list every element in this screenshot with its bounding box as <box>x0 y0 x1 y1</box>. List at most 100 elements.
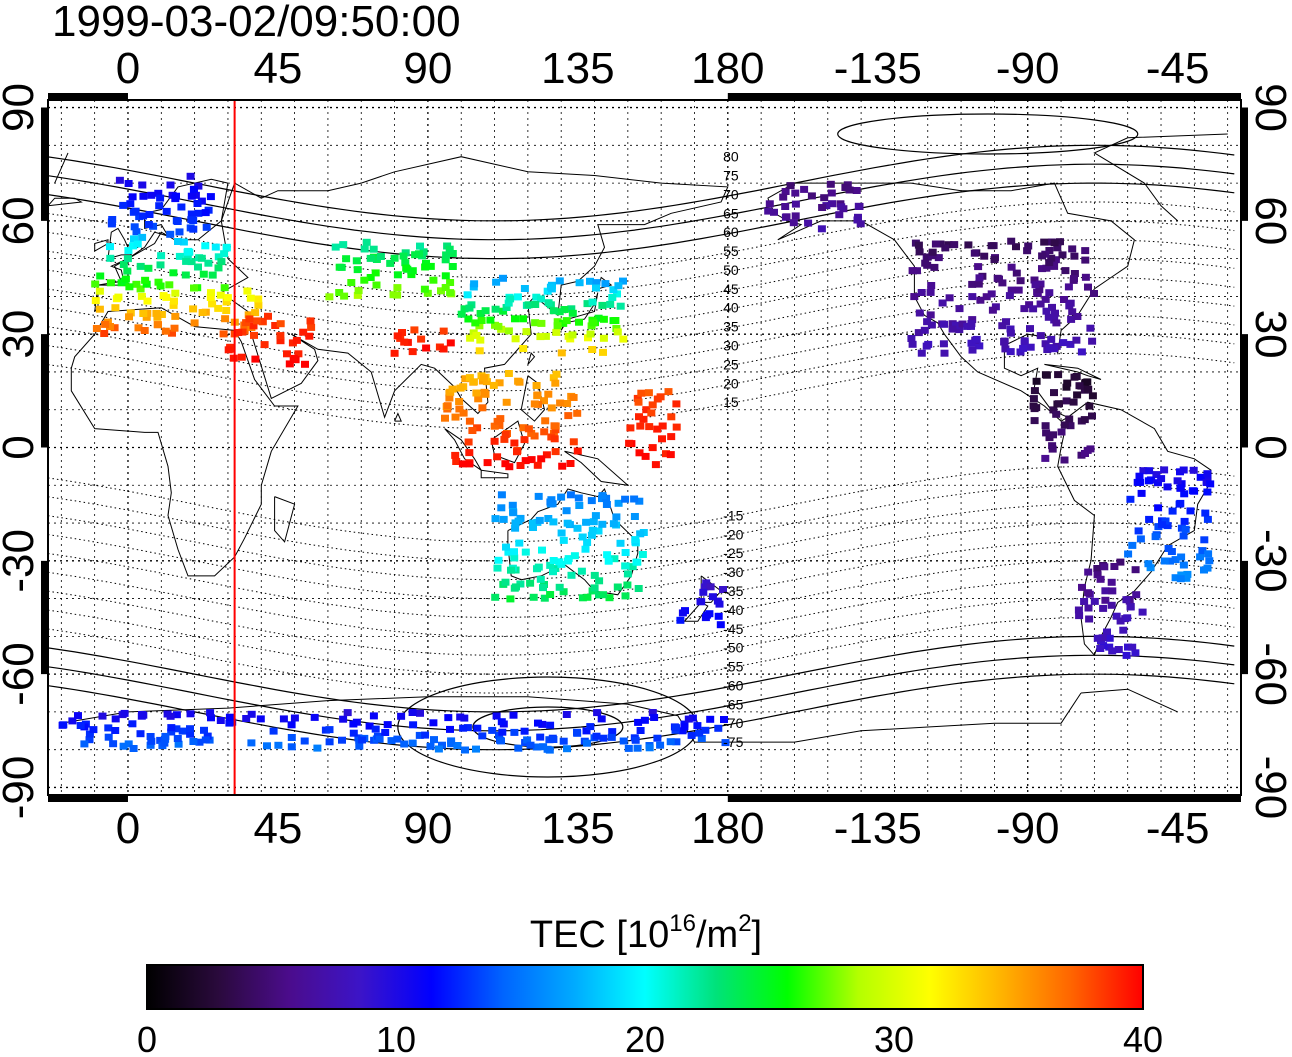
tec-cell <box>119 201 128 209</box>
tec-cell <box>688 714 697 722</box>
mlat-label: -50 <box>723 640 743 656</box>
tec-cell <box>366 254 375 262</box>
tec-cell <box>1057 428 1066 436</box>
tec-cell <box>575 279 584 287</box>
tec-cell <box>1050 345 1059 353</box>
tec-cell <box>650 714 659 721</box>
tec-cell <box>365 722 374 730</box>
tec-cell <box>502 543 510 551</box>
tec-cell <box>408 709 417 716</box>
tec-cell <box>628 563 637 571</box>
tec-cell <box>478 404 487 412</box>
tec-cell <box>124 247 133 255</box>
tec-cell <box>202 223 211 231</box>
tec-cell <box>1078 583 1086 591</box>
tec-cell <box>1138 608 1147 616</box>
tec-cell <box>173 735 182 742</box>
tec-cell <box>520 285 529 292</box>
tec-cell <box>166 230 175 238</box>
tec-cell <box>276 332 285 340</box>
tec-cell <box>609 520 618 528</box>
tec-cell <box>429 719 438 727</box>
tec-cell <box>139 310 148 317</box>
tec-cell <box>644 389 653 397</box>
tec-cell <box>162 293 171 301</box>
tec-cell <box>1098 634 1107 642</box>
tec-cell <box>1101 587 1110 595</box>
tec-cell <box>1084 385 1093 393</box>
tec-cell <box>189 225 198 233</box>
mlat-contour <box>48 484 1235 562</box>
tec-cell <box>439 345 448 353</box>
tec-cell <box>106 243 114 251</box>
tec-cell <box>189 185 198 193</box>
tec-cell <box>502 398 511 406</box>
tec-cell <box>1103 628 1111 636</box>
tec-cell <box>667 413 676 421</box>
tec-cell <box>1088 412 1096 420</box>
tec-cell <box>604 557 613 565</box>
tec-cell <box>146 741 155 749</box>
tec-cell <box>719 586 727 593</box>
tec-cell <box>1164 545 1173 552</box>
tec-cell <box>1075 382 1084 390</box>
tec-cell <box>1183 570 1192 578</box>
tec-cell <box>438 741 446 749</box>
tec-cell <box>306 317 315 325</box>
tec-cell <box>926 311 935 319</box>
tec-cell <box>501 431 510 438</box>
tec-cell <box>1049 431 1057 439</box>
lat-tick-label-left: -30 <box>0 529 43 593</box>
tec-cell <box>1096 645 1105 652</box>
tec-cell <box>927 282 936 289</box>
tec-cell <box>524 425 533 433</box>
tec-cell <box>1163 522 1172 530</box>
tec-cell <box>841 184 850 191</box>
tec-cell <box>616 539 625 547</box>
tec-cell <box>441 414 449 422</box>
tec-cell <box>510 548 518 556</box>
tec-cell <box>549 568 557 576</box>
mlat-label: -65 <box>723 696 743 712</box>
tec-cell <box>1180 517 1189 525</box>
tec-cell <box>931 240 940 248</box>
tec-cell <box>1045 344 1054 352</box>
tec-cell <box>381 729 390 736</box>
tec-cell <box>1136 535 1145 543</box>
tec-cell <box>106 279 115 287</box>
tec-cell <box>631 736 640 744</box>
tec-cell <box>460 305 469 313</box>
tec-cell <box>917 349 926 357</box>
tec-cell <box>375 735 384 743</box>
tec-cell <box>708 593 717 601</box>
tec-cell <box>532 382 541 389</box>
tec-cell <box>1177 553 1186 561</box>
tec-cell <box>549 307 558 315</box>
tec-cell <box>1007 237 1016 245</box>
tec-cell <box>500 435 509 443</box>
tec-cell <box>573 728 581 736</box>
tec-cell <box>551 448 560 456</box>
tec-cell <box>358 736 367 744</box>
tec-cell <box>473 424 482 432</box>
tec-cell <box>143 297 152 305</box>
tec-cell <box>557 493 566 501</box>
mlat-contour <box>48 295 1235 373</box>
tec-cell <box>474 395 483 403</box>
lat-tick-label-left: 60 <box>0 196 43 245</box>
tec-cell <box>129 745 138 752</box>
mlat-label: 80 <box>723 149 739 165</box>
tec-cell <box>383 721 392 729</box>
tec-cell <box>583 539 592 546</box>
tec-cell <box>128 720 137 728</box>
tec-cell <box>476 336 485 344</box>
tec-cell <box>637 389 646 397</box>
tec-cell <box>975 274 984 282</box>
tec-cell <box>1006 329 1015 337</box>
tec-cell <box>648 709 657 716</box>
tec-cell <box>621 562 630 570</box>
tec-cell <box>498 728 507 736</box>
tec-cell <box>400 338 409 346</box>
tec-cell <box>422 344 431 352</box>
tec-cell <box>511 519 520 527</box>
